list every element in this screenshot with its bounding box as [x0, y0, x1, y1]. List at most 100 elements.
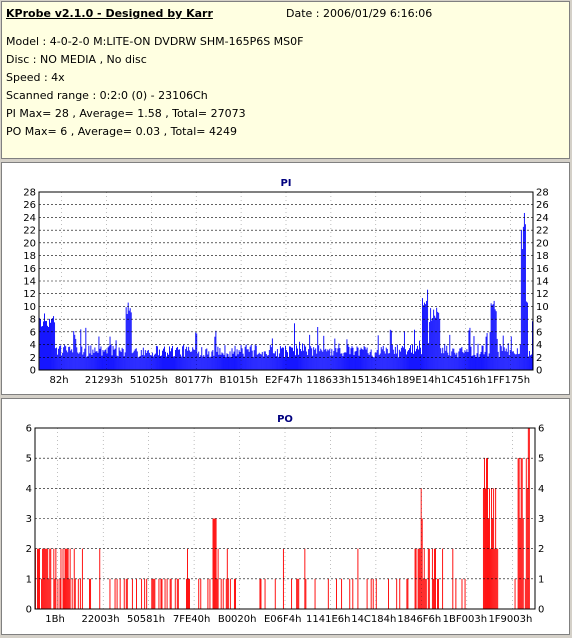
pi-bar: [168, 354, 169, 370]
pi-plot-frame: [38, 191, 534, 371]
po-summary: PO Max= 6 , Average= 0.03 , Total= 4249: [6, 125, 237, 138]
pi-bar: [511, 351, 513, 370]
pi-bar: [466, 349, 468, 370]
pi-bar: [275, 356, 277, 370]
pi-bar: [143, 355, 145, 370]
pi-bar: [449, 334, 451, 370]
pi-bar: [515, 354, 517, 370]
pi-bar: [444, 343, 446, 370]
pi-bar: [513, 353, 515, 370]
pi-bar: [50, 322, 51, 370]
po-bar: [225, 578, 227, 609]
pi-bar: [89, 353, 91, 370]
pi-bar: [166, 356, 167, 370]
pi-bar: [212, 350, 214, 370]
po-y-tick-label: 6: [26, 424, 32, 435]
po-bar: [357, 548, 359, 609]
pi-bar: [524, 224, 526, 370]
pi-bar: [46, 321, 47, 370]
pi-bar: [43, 321, 44, 370]
pi-bar: [75, 338, 77, 370]
pi-bar: [229, 351, 231, 370]
po-plot-frame: [34, 427, 536, 610]
pi-bar: [81, 346, 83, 370]
po-bar: [217, 548, 219, 609]
pi-bar: [459, 348, 461, 370]
pi-bar: [219, 348, 221, 370]
pi-bar: [296, 345, 297, 370]
pi-bar: [322, 351, 324, 370]
pi-bar: [525, 301, 527, 370]
pi-bar: [345, 352, 347, 370]
pi-bars: [39, 212, 533, 370]
pi-bar: [248, 351, 250, 370]
pi-bar: [147, 349, 149, 370]
pi-bar: [510, 336, 512, 370]
po-bar: [42, 548, 44, 609]
pi-bar: [372, 357, 374, 370]
pi-bar: [362, 349, 364, 370]
pi-bar: [474, 354, 476, 370]
pi-bar: [329, 348, 331, 370]
po-bar: [73, 548, 75, 609]
po-bar: [396, 578, 398, 609]
pi-bar: [57, 354, 59, 370]
pi-bar: [361, 349, 363, 370]
pi-bar: [433, 309, 435, 370]
pi-bar: [266, 355, 268, 370]
pi-bar: [291, 347, 292, 370]
po-bar: [352, 578, 354, 609]
pi-bar: [139, 355, 141, 370]
po-bar: [188, 578, 189, 609]
drive-model: Model : 4-0-2-0 M:LITE-ON DVDRW SHM-165P…: [6, 35, 304, 48]
po-bar: [45, 548, 47, 609]
pi-bar: [72, 352, 74, 370]
pi-bar: [393, 353, 395, 370]
pi-bar: [505, 348, 507, 370]
pi-y-tick-label-right: 12: [536, 289, 549, 300]
pi-bar: [112, 346, 114, 370]
pi-bar: [405, 354, 407, 370]
pi-bar: [217, 346, 219, 370]
pi-bar: [320, 348, 322, 370]
pi-bar: [162, 350, 163, 370]
pi-bar: [458, 351, 460, 370]
pi-bar: [354, 351, 356, 370]
pi-bar: [177, 346, 179, 370]
pi-bar: [500, 346, 502, 370]
pi-bar: [313, 347, 315, 370]
po-bar: [235, 578, 236, 609]
pi-bar: [394, 346, 396, 370]
pi-x-tick-label: 80177h: [175, 375, 213, 386]
pi-bar: [225, 357, 227, 370]
pi-bar: [529, 355, 531, 370]
pi-bar: [435, 317, 437, 370]
po-bar: [207, 578, 209, 609]
pi-bar: [522, 226, 524, 370]
pi-bar: [528, 351, 530, 370]
pi-bar: [267, 355, 269, 370]
pi-bar: [73, 331, 75, 370]
pi-bar: [122, 349, 124, 370]
pi-bar: [226, 353, 228, 370]
pi-bar: [295, 355, 296, 370]
po-bar: [489, 488, 490, 609]
pi-bar: [68, 346, 70, 370]
pi-bar: [273, 353, 275, 370]
pi-bar: [167, 352, 168, 370]
pi-bar: [450, 355, 452, 370]
pi-bar: [460, 348, 462, 370]
po-bar: [522, 518, 524, 609]
pi-bar: [384, 353, 386, 370]
pi-bar: [200, 355, 202, 370]
pi-bar: [42, 326, 43, 370]
pi-bar: [397, 357, 399, 370]
pi-bar: [399, 351, 401, 370]
pi-bar: [189, 350, 191, 370]
pi-bar: [407, 350, 409, 370]
pi-bar: [118, 347, 120, 370]
pi-bar: [163, 348, 164, 370]
pi-bar: [126, 313, 128, 370]
pi-y-tick-label-right: 28: [536, 188, 549, 199]
po-bar: [417, 548, 419, 609]
